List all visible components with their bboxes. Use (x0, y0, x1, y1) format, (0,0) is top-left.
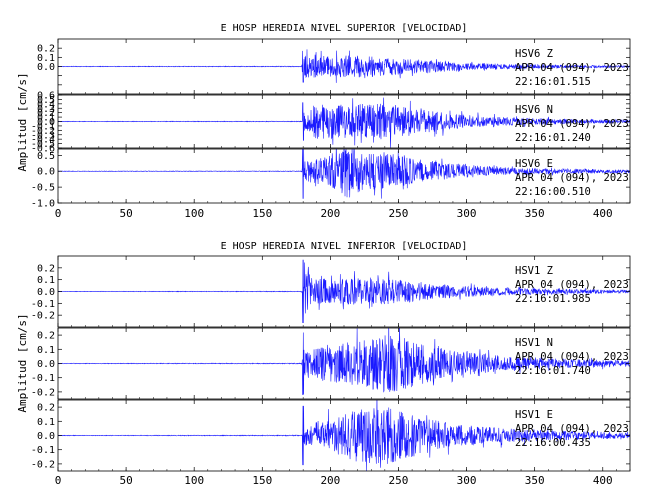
x-tick-label-lower: 250 (389, 474, 409, 487)
waveform-upper-hsv6-e (58, 149, 630, 199)
annotation-date-lower-hsv1-n: APR 04 (094), 2023 (515, 351, 629, 363)
x-tick-label-upper: 0 (55, 207, 62, 220)
annotation-time-lower-hsv1-z: 22:16:01.985 (515, 293, 591, 305)
y-tick-label-lower-hsv1-e: 0.0 (37, 431, 55, 442)
x-tick-label-lower: 300 (457, 474, 477, 487)
waveform-upper-hsv6-z (58, 49, 630, 83)
x-tick-label-upper: 400 (593, 207, 613, 220)
y-tick-label-upper-hsv6-n: -0.1 (31, 121, 55, 132)
annotation-date-lower-hsv1-e: APR 04 (094), 2023 (515, 423, 629, 435)
x-tick-label-lower: 100 (184, 474, 204, 487)
y-tick-label-upper-hsv6-n: 0.2 (37, 108, 55, 119)
x-tick-label-upper: 350 (525, 207, 545, 220)
y-tick-label-upper-hsv6-e: 0.0 (37, 167, 55, 178)
x-tick-label-lower: 50 (119, 474, 132, 487)
x-tick-label-upper: 100 (184, 207, 204, 220)
annotation-date-upper-hsv6-n: APR 04 (094), 2023 (515, 118, 629, 130)
y-tick-label-lower-hsv1-n: 0.0 (37, 359, 55, 370)
annotation-station-lower-hsv1-n: HSV1 N (515, 337, 553, 349)
x-tick-label-upper: 300 (457, 207, 477, 220)
waveform-upper-hsv6-n (58, 97, 630, 148)
y-tick-label-upper-hsv6-e: -0.5 (31, 183, 55, 194)
annotation-time-upper-hsv6-n: 22:16:01.240 (515, 132, 591, 144)
y-axis-label-upper: Amplitud [cm/s] (16, 72, 29, 171)
y-tick-label-upper-hsv6-n: 0.6 (37, 91, 55, 102)
annotation-time-lower-hsv1-n: 22:16:01.740 (515, 365, 591, 377)
waveform-lower-hsv1-z (58, 259, 630, 323)
y-tick-label-upper-hsv6-n: -0.6 (31, 144, 55, 155)
y-tick-label-upper-hsv6-n: 0.3 (37, 104, 55, 115)
y-tick-label-lower-hsv1-e: 0.1 (37, 417, 55, 428)
y-tick-label-lower-hsv1-e: -0.1 (31, 445, 55, 456)
y-tick-label-lower-hsv1-n: 0.1 (37, 345, 55, 356)
y-tick-label-upper-hsv6-n: 0.5 (37, 95, 55, 106)
y-tick-label-upper-hsv6-z: 0.1 (37, 53, 55, 64)
annotation-time-upper-hsv6-z: 22:16:01.515 (515, 76, 591, 88)
waveform-lower-hsv1-n (58, 328, 630, 395)
figure-title-lower: E HOSP HEREDIA NIVEL INFERIOR [VELOCIDAD… (221, 241, 468, 252)
y-tick-label-upper-hsv6-n: -0.4 (31, 135, 55, 146)
annotation-station-lower-hsv1-z: HSV1 Z (515, 265, 553, 277)
y-tick-label-lower-hsv1-e: 0.2 (37, 403, 55, 414)
y-tick-label-upper-hsv6-n: 0.0 (37, 117, 55, 128)
y-tick-label-lower-hsv1-z: 0.0 (37, 287, 55, 298)
x-tick-label-upper: 150 (252, 207, 272, 220)
y-tick-label-lower-hsv1-z: -0.1 (31, 299, 55, 310)
x-tick-label-lower: 200 (320, 474, 340, 487)
y-tick-label-lower-hsv1-z: -0.2 (31, 311, 55, 322)
y-tick-label-lower-hsv1-n: -0.1 (31, 373, 55, 384)
annotation-date-upper-hsv6-z: APR 04 (094), 2023 (515, 62, 629, 74)
y-tick-label-upper-hsv6-n: 0.4 (37, 99, 55, 110)
x-tick-label-lower: 400 (593, 474, 613, 487)
y-tick-label-upper-hsv6-e: 0.5 (37, 151, 55, 162)
annotation-time-upper-hsv6-e: 22:16:00.510 (515, 186, 591, 198)
x-tick-label-upper: 250 (389, 207, 409, 220)
annotation-station-upper-hsv6-e: HSV6 E (515, 158, 553, 170)
y-tick-label-lower-hsv1-n: 0.2 (37, 331, 55, 342)
annotation-date-lower-hsv1-z: APR 04 (094), 2023 (515, 279, 629, 291)
annotation-date-upper-hsv6-e: APR 04 (094), 2023 (515, 172, 629, 184)
x-tick-label-upper: 200 (320, 207, 340, 220)
y-tick-label-upper-hsv6-z: 0.0 (37, 62, 55, 73)
y-tick-label-lower-hsv1-z: 0.1 (37, 275, 55, 286)
y-tick-label-upper-hsv6-e: -1.0 (31, 199, 55, 210)
annotation-time-lower-hsv1-e: 22:16:00.435 (515, 437, 591, 449)
y-tick-label-lower-hsv1-n: -0.2 (31, 387, 55, 398)
y-axis-label-lower: Amplitud [cm/s] (16, 313, 29, 412)
waveform-lower-hsv1-e (58, 400, 630, 471)
y-tick-label-lower-hsv1-e: -0.2 (31, 459, 55, 470)
x-tick-label-lower: 150 (252, 474, 272, 487)
x-tick-label-upper: 50 (119, 207, 132, 220)
y-tick-label-upper-hsv6-n: -0.3 (31, 130, 55, 141)
y-tick-label-upper-hsv6-n: -0.2 (31, 126, 55, 137)
x-tick-label-lower: 0 (55, 474, 62, 487)
annotation-station-upper-hsv6-n: HSV6 N (515, 104, 553, 116)
annotation-station-lower-hsv1-e: HSV1 E (515, 409, 553, 421)
x-tick-label-lower: 350 (525, 474, 545, 487)
y-tick-label-upper-hsv6-z: 0.2 (37, 44, 55, 55)
annotation-station-upper-hsv6-z: HSV6 Z (515, 48, 553, 60)
y-tick-label-upper-hsv6-n: -0.5 (31, 139, 55, 150)
figure-title-upper: E HOSP HEREDIA NIVEL SUPERIOR [VELOCIDAD… (221, 23, 468, 34)
y-tick-label-upper-hsv6-n: 0.1 (37, 113, 55, 124)
y-tick-label-lower-hsv1-z: 0.2 (37, 263, 55, 274)
